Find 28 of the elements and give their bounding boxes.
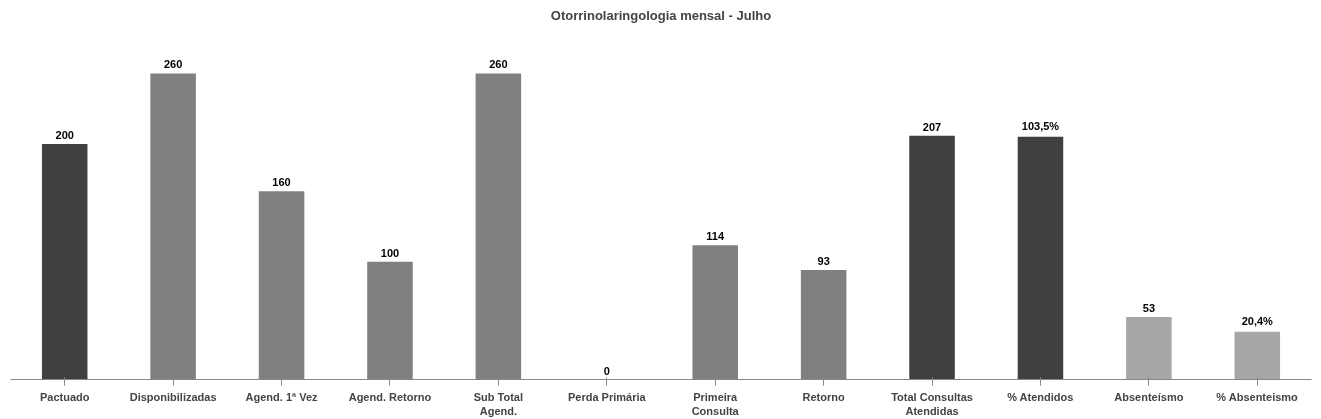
data-label: 160 <box>272 176 291 189</box>
data-label: 103,5% <box>1021 119 1060 132</box>
x-tick-label: Agend. Retorno <box>348 390 432 403</box>
x-tick-label: Disponibilizadas <box>129 390 217 403</box>
data-label: 93 <box>817 255 830 268</box>
data-label: 260 <box>163 58 183 71</box>
data-label: 114 <box>706 230 725 243</box>
x-tick-label: % Atendidos <box>1007 390 1074 403</box>
x-tick-label: Primeira Consulta <box>691 390 740 417</box>
data-label: 20,4% <box>1241 314 1274 327</box>
x-tick-label: Sub Total Agend. <box>473 390 524 417</box>
bar <box>41 144 88 380</box>
data-label: 0 <box>603 364 610 377</box>
x-tick-label: % Absenteismo <box>1216 390 1299 403</box>
data-label: 100 <box>380 246 400 259</box>
x-tick-label: Agend. 1ª Vez <box>245 390 318 403</box>
bar <box>909 135 955 380</box>
x-tick-label: Absenteísmo <box>1114 390 1184 403</box>
x-tick-label: Total Consultas Atendidas <box>891 390 973 417</box>
data-label: 207 <box>922 120 942 133</box>
chart-title: Otorrinolaringologia mensal - Julho <box>550 7 772 23</box>
data-label: 53 <box>1142 302 1156 315</box>
bar <box>1126 317 1172 380</box>
x-tick-label: Perda Primária <box>567 390 647 403</box>
x-tick-label: Pactuado <box>39 390 90 403</box>
x-tick-label: Retorno <box>802 390 845 403</box>
data-label: 200 <box>55 129 74 142</box>
data-label: 260 <box>489 58 508 71</box>
